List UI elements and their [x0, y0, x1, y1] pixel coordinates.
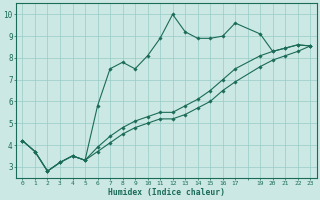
X-axis label: Humidex (Indice chaleur): Humidex (Indice chaleur): [108, 188, 225, 197]
